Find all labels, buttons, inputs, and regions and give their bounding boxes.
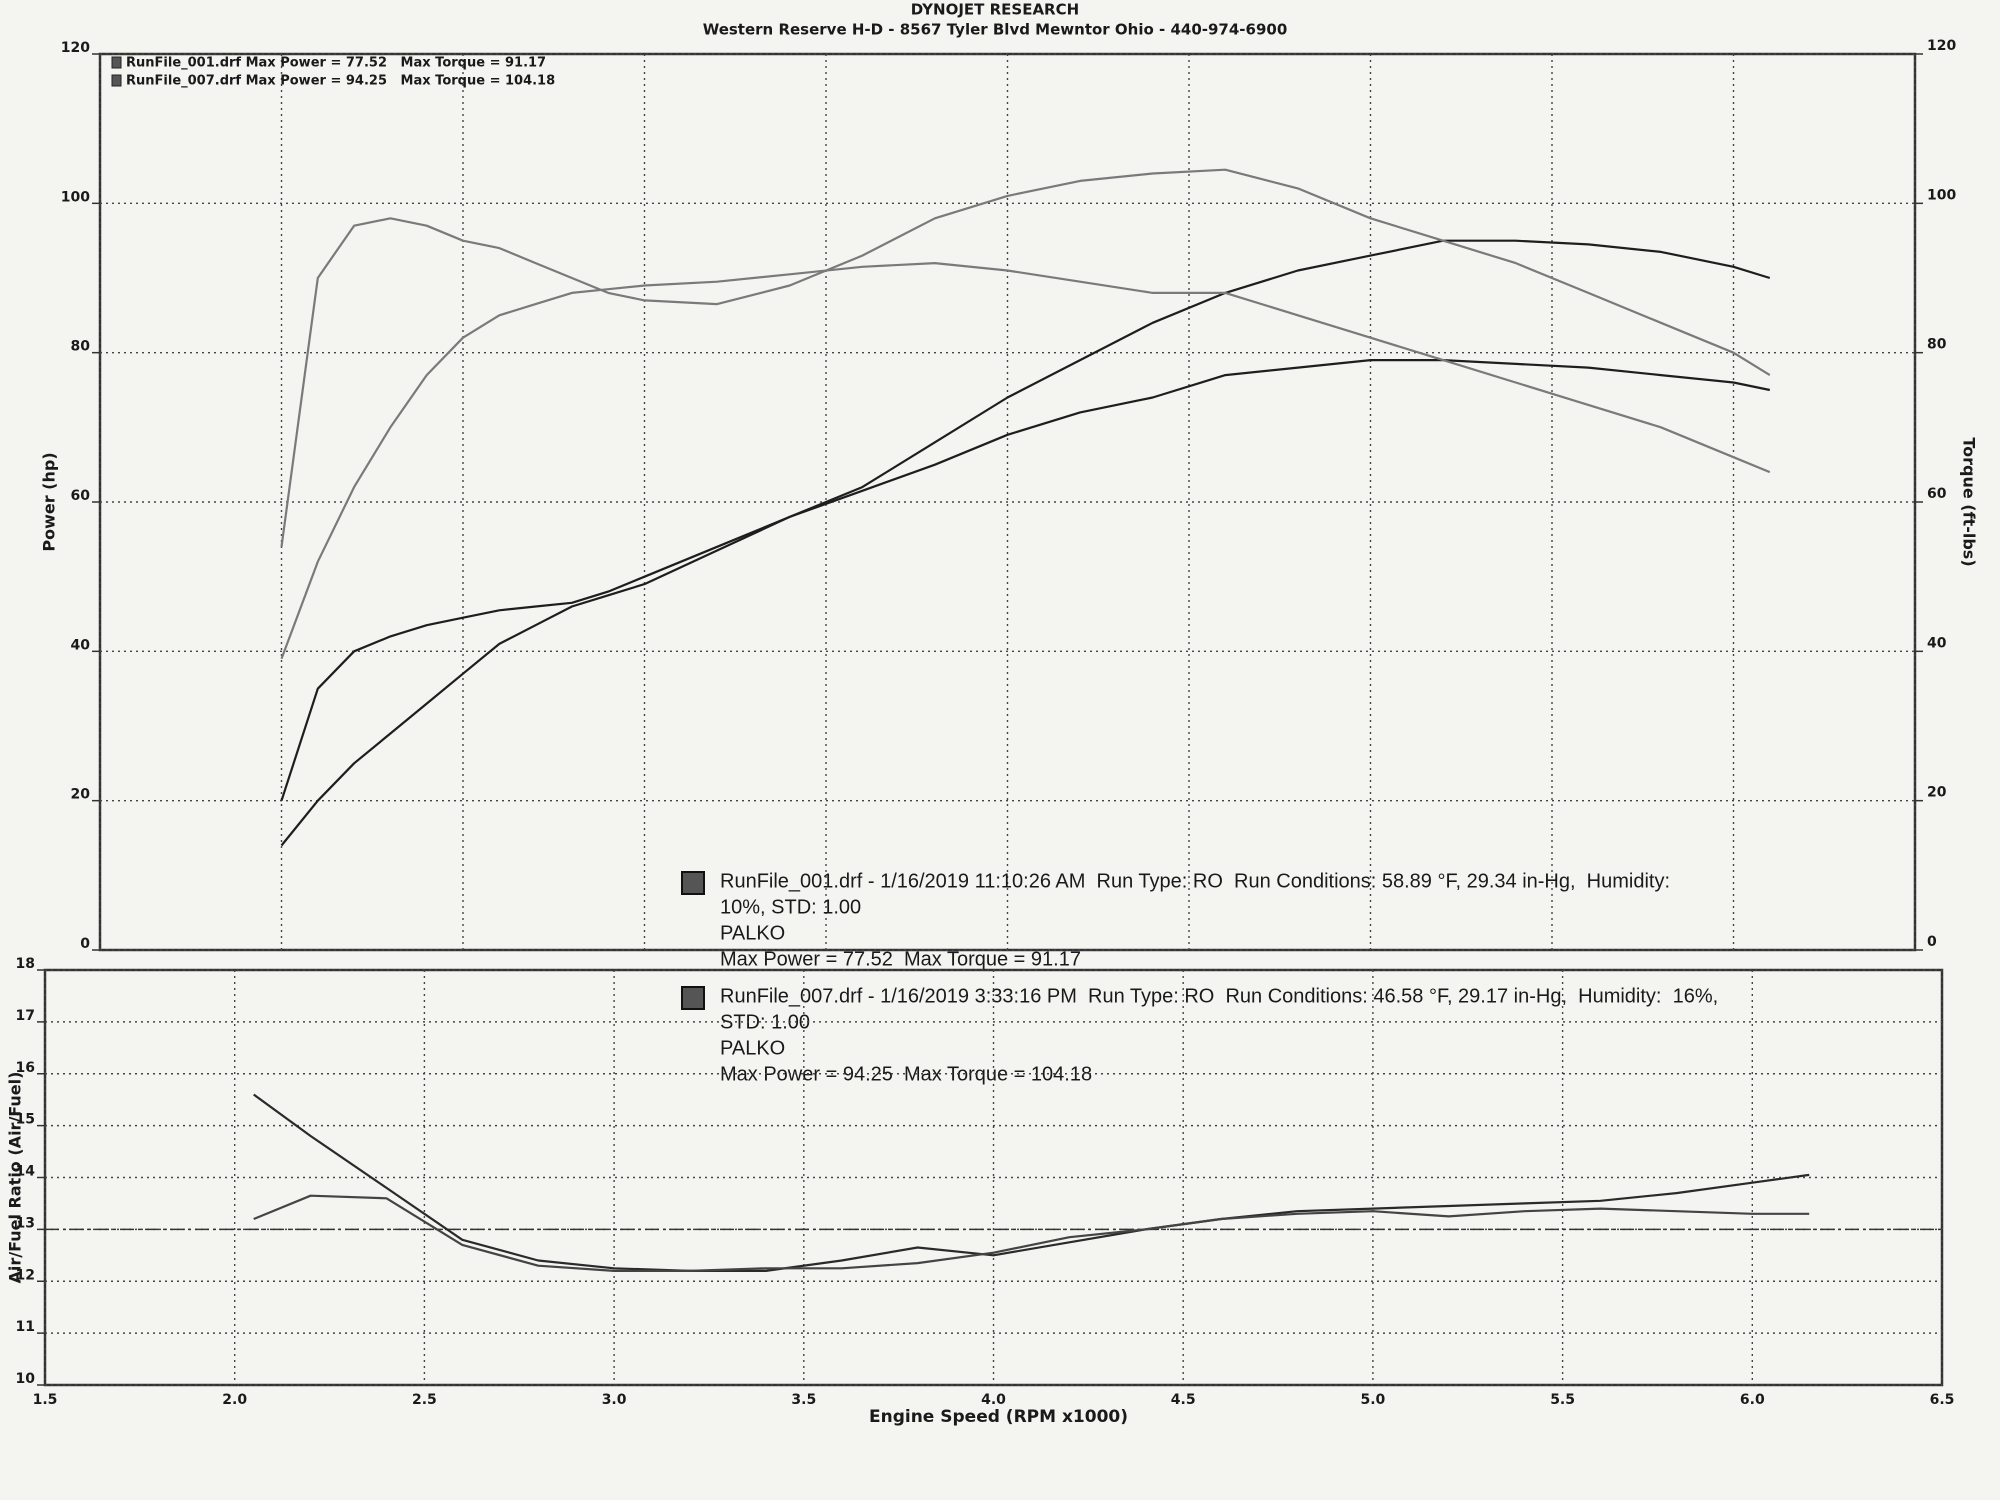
- y-tick-label: 0: [80, 936, 90, 952]
- annotation-icon: [681, 871, 705, 895]
- x-tick-label: 3.5: [791, 1392, 816, 1408]
- y2-tick-label: 120: [1927, 38, 1956, 54]
- data-line: [280, 262, 1771, 660]
- x-tick-label: 6.0: [1740, 1392, 1765, 1408]
- annotation-icon: [681, 986, 705, 1010]
- annotation-line: PALKO: [720, 1037, 785, 1059]
- chart-subtitle: Western Reserve H-D - 8567 Tyler Blvd Me…: [703, 21, 1288, 39]
- y-tick-label: 13: [16, 1215, 35, 1231]
- y-axis-label: Air/Fuel Ratio (Air/Fuel): [6, 1072, 25, 1284]
- y2-axis-label: Torque (ft-lbs): [1960, 437, 1979, 566]
- y-tick-label: 20: [71, 787, 91, 803]
- y2-tick-label: 100: [1927, 187, 1956, 203]
- y-tick-label: 17: [16, 1008, 35, 1024]
- y-tick-label: 60: [71, 488, 91, 504]
- y-tick-label: 11: [16, 1319, 35, 1335]
- y-tick-label: 40: [71, 637, 91, 653]
- data-line: [280, 359, 1771, 802]
- y2-tick-label: 80: [1927, 337, 1947, 353]
- y-tick-label: 16: [16, 1060, 35, 1076]
- annotation-line: Max Power = 77.52 Max Torque = 91.17: [720, 948, 1081, 970]
- y2-tick-label: 60: [1927, 486, 1947, 502]
- y-tick-label: 10: [16, 1371, 36, 1387]
- y-tick-label: 100: [61, 189, 90, 205]
- y2-tick-label: 20: [1927, 785, 1947, 801]
- y2-tick-label: 40: [1927, 635, 1947, 651]
- x-axis-label: Engine Speed (RPM x1000): [869, 1407, 1128, 1427]
- data-line: [253, 1093, 1810, 1272]
- x-tick-label: 6.5: [1930, 1392, 1955, 1408]
- legend-entry: RunFile_001.drf Max Power = 77.52 Max To…: [126, 56, 546, 71]
- y-tick-label: 80: [71, 339, 91, 355]
- annotation-line: 10%, STD: 1.00: [720, 896, 861, 918]
- x-tick-label: 3.0: [602, 1392, 627, 1408]
- x-tick-label: 4.0: [981, 1392, 1006, 1408]
- x-tick-label: 1.5: [33, 1392, 58, 1408]
- chart-title: DYNOJET RESEARCH: [911, 1, 1079, 19]
- y-tick-label: 18: [16, 956, 35, 972]
- legend-entry: RunFile_007.drf Max Power = 94.25 Max To…: [126, 74, 555, 89]
- legend-swatch: [111, 74, 122, 87]
- y-tick-label: 12: [16, 1267, 35, 1283]
- x-tick-label: 4.5: [1171, 1392, 1196, 1408]
- data-line: [280, 168, 1771, 547]
- y-tick-label: 120: [61, 40, 90, 56]
- data-line: [253, 1194, 1810, 1272]
- annotation-line: PALKO: [720, 922, 785, 944]
- x-tick-label: 2.5: [412, 1392, 437, 1408]
- x-tick-label: 5.0: [1360, 1392, 1385, 1408]
- y-tick-label: 14: [16, 1164, 36, 1180]
- x-tick-label: 2.0: [222, 1392, 247, 1408]
- annotation-line: Max Power = 94.25 Max Torque = 104.18: [720, 1063, 1092, 1085]
- y-axis-label: Power (hp): [40, 452, 59, 551]
- annotation-line: RunFile_007.drf - 1/16/2019 3:33:16 PM R…: [720, 985, 1718, 1007]
- y-tick-label: 15: [16, 1112, 35, 1128]
- annotation-line: RunFile_001.drf - 1/16/2019 11:10:26 AM …: [720, 870, 1670, 892]
- x-tick-label: 5.5: [1550, 1392, 1575, 1408]
- data-line: [280, 239, 1771, 847]
- y2-tick-label: 0: [1927, 934, 1937, 950]
- legend-swatch: [111, 56, 122, 69]
